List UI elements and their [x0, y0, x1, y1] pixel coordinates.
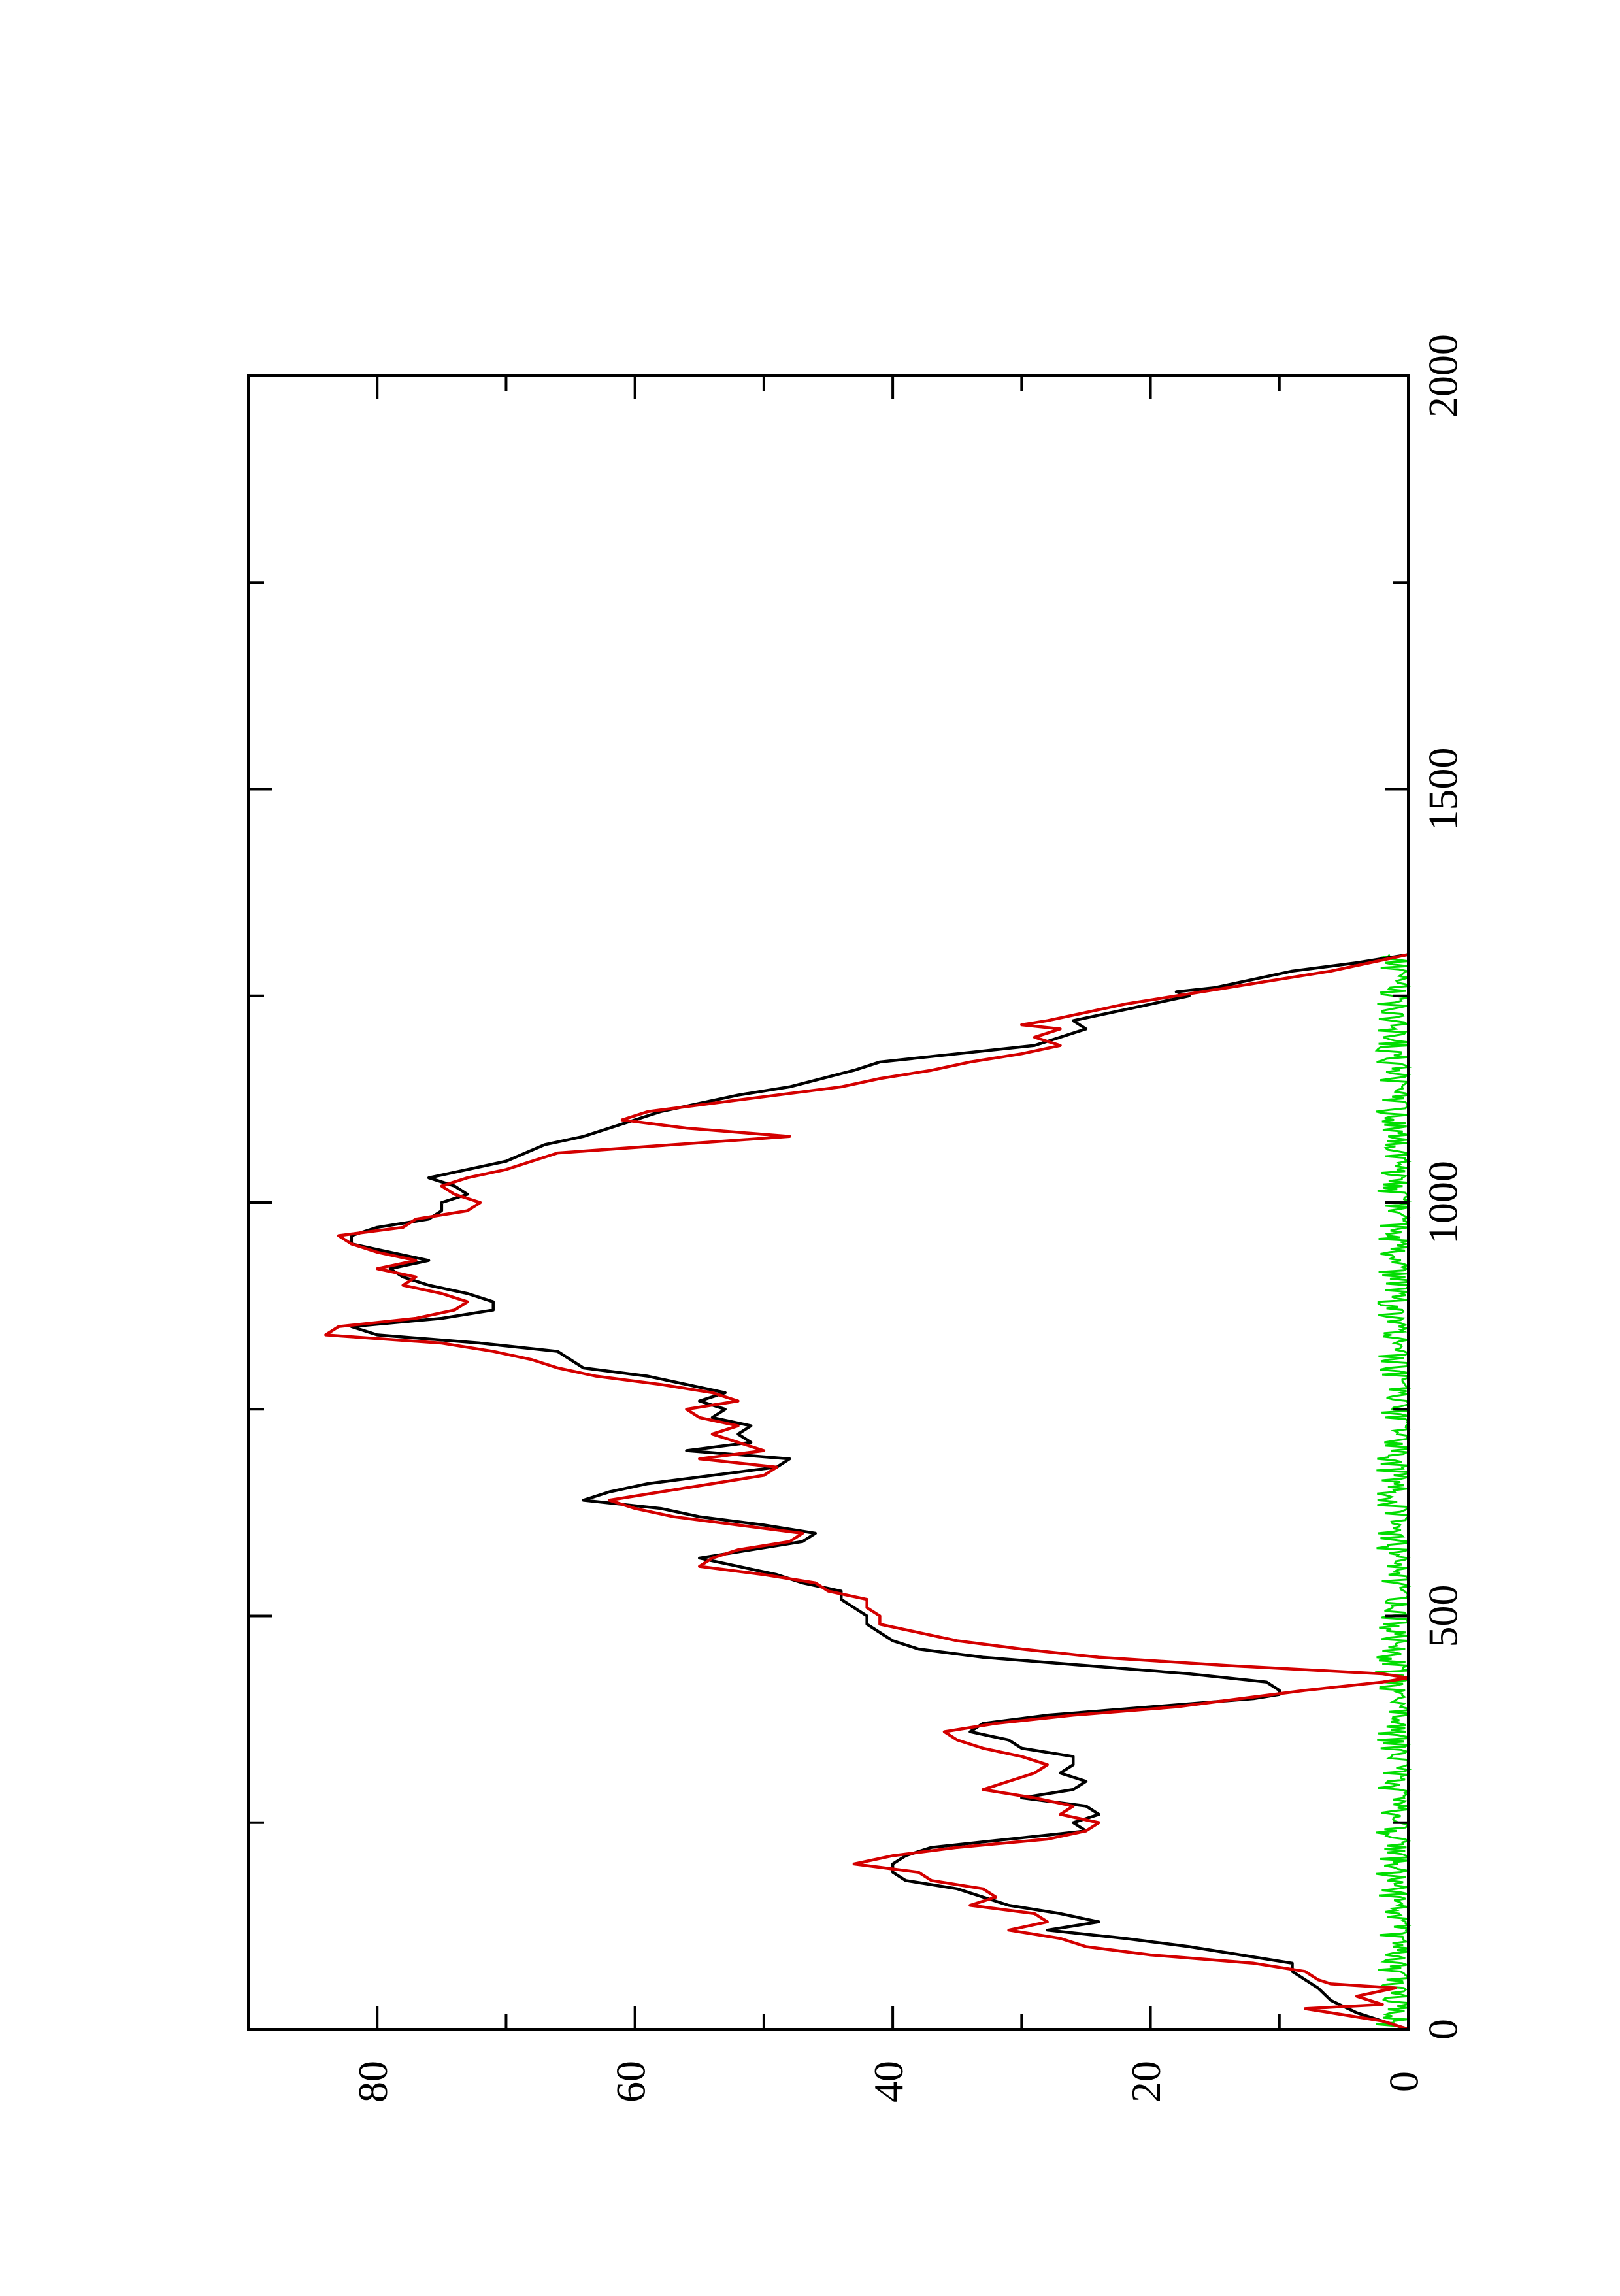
y-tick-label: 40 [865, 2061, 912, 2103]
series-green-line [1374, 954, 1412, 2031]
y-tick-label: 20 [1123, 2061, 1169, 2103]
x-tick-label: 2000 [1420, 334, 1466, 418]
x-tick-label: 500 [1420, 1585, 1466, 1648]
y-tick-label: 60 [607, 2061, 653, 2103]
plot-layer [324, 953, 1412, 2031]
y-tick-label: 0 [1381, 2071, 1427, 2092]
y-tick-label: 80 [350, 2061, 396, 2103]
x-tick-label: 1000 [1420, 1161, 1466, 1244]
axis-layer: 0 500 1000 1500 2000 0 20 40 60 80 [248, 334, 1466, 2103]
series-red-line [324, 953, 1410, 2031]
x-tick-label: 0 [1420, 2019, 1466, 2040]
x-tick-label: 1500 [1420, 748, 1466, 831]
plot-frame [247, 374, 1410, 2031]
